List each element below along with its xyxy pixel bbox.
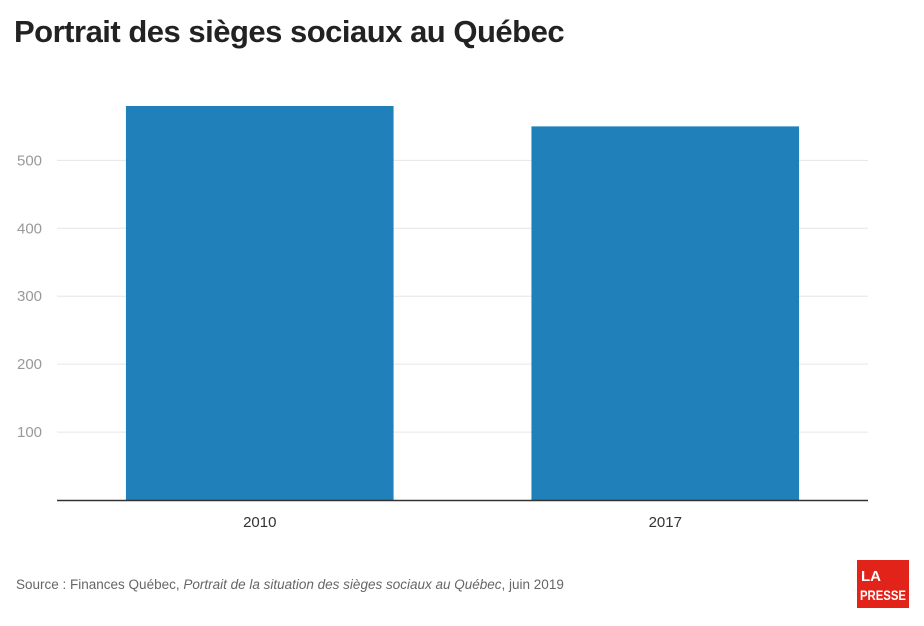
x-tick-label: 2017 — [649, 514, 682, 531]
logo-line-la: LA — [861, 568, 881, 585]
x-tick-label: 2010 — [243, 514, 276, 531]
bars — [125, 106, 800, 501]
y-tick-label: 400 — [17, 220, 42, 237]
bar-2010 — [125, 106, 394, 500]
y-tick-label: 500 — [17, 152, 42, 169]
y-tick-label: 100 — [17, 424, 42, 441]
y-tick-label: 300 — [17, 288, 42, 305]
y-axis-tick-labels: 100 200 300 400 500 — [17, 152, 42, 441]
x-axis-tick-labels: 2010 2017 — [243, 514, 682, 531]
la-presse-logo: LA PRESSE — [857, 560, 909, 608]
source-prefix: Source : Finances Québec, — [16, 577, 184, 592]
source-report-title: Portrait de la situation des sièges soci… — [183, 577, 502, 592]
y-tick-label: 200 — [17, 356, 42, 373]
source-suffix: , juin 2019 — [501, 577, 564, 592]
source-note: Source : Finances Québec, Portrait de la… — [16, 577, 564, 592]
bar-2017 — [531, 126, 800, 501]
bar-chart: 100 200 300 400 500 2010 2017 — [17, 106, 868, 531]
logo-line-presse: PRESSE — [860, 587, 906, 603]
chart-title: Portrait des sièges sociaux au Québec — [14, 14, 565, 49]
